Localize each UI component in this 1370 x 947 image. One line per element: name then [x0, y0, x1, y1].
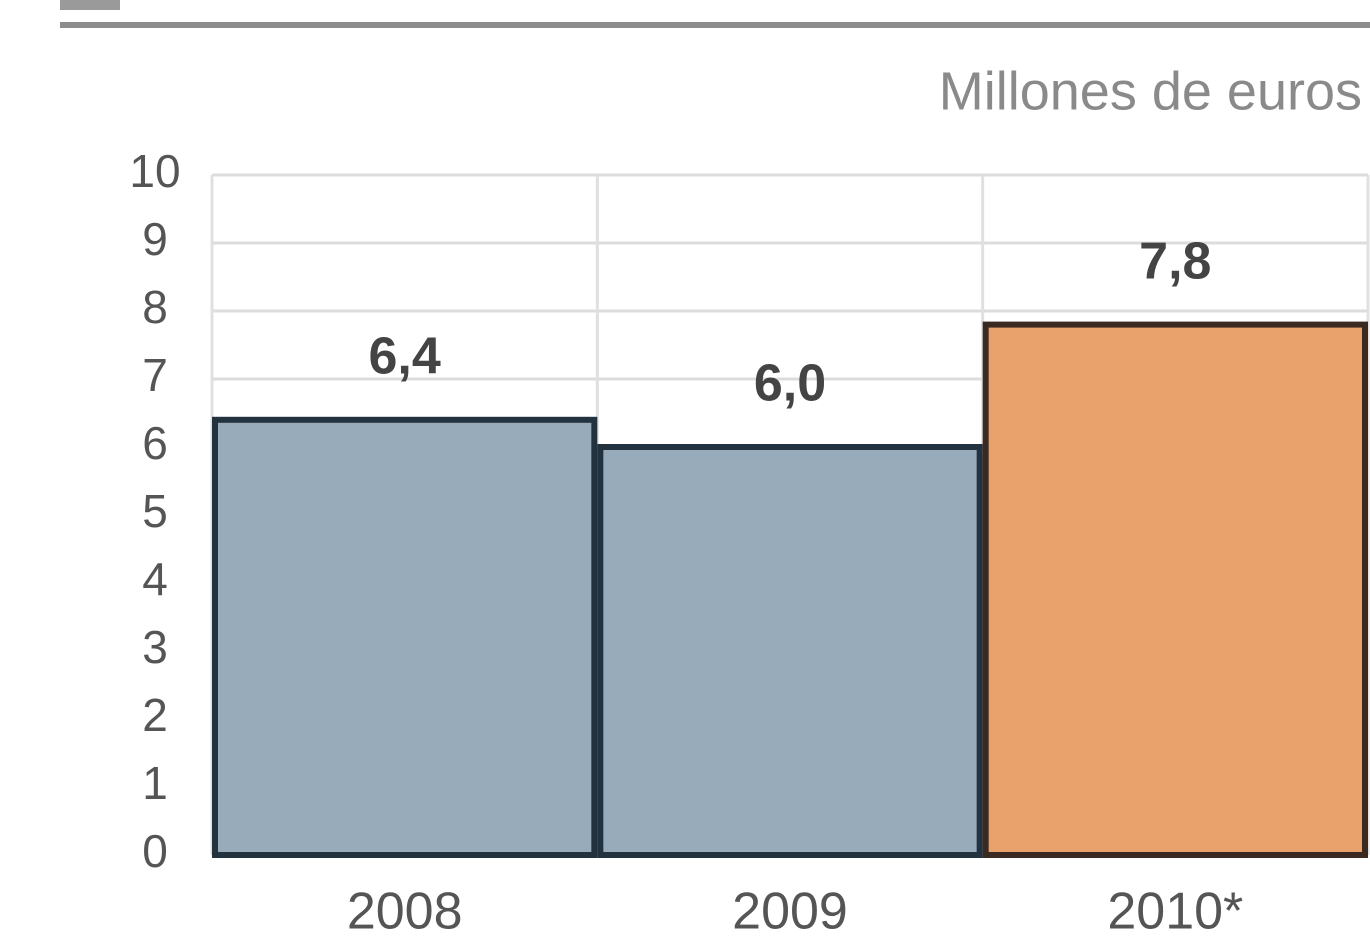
chart-subtitle: Millones de euros [939, 61, 1362, 121]
value-label: 7,8 [1139, 232, 1211, 290]
bar [212, 416, 598, 858]
value-label: 6,0 [754, 355, 826, 413]
y-tick-label: 10 [129, 145, 180, 197]
bar [597, 444, 983, 858]
y-tick-label: 9 [142, 213, 168, 265]
x-tick-label: 2010* [1107, 883, 1243, 941]
y-tick-label: 7 [142, 349, 168, 401]
y-tick-label: 2 [142, 689, 168, 741]
y-tick-label: 3 [142, 621, 168, 673]
y-tick-label: 1 [142, 757, 168, 809]
x-tick-label: 2008 [347, 883, 463, 941]
value-label: 6,4 [369, 328, 441, 386]
y-tick-label: 0 [142, 825, 168, 877]
y-tick-label: 5 [142, 485, 168, 537]
bar [982, 321, 1369, 859]
y-tick-label: 6 [142, 417, 168, 469]
header-icon [60, 0, 120, 10]
x-tick-label: 2009 [732, 883, 848, 941]
y-tick-label: 4 [142, 553, 168, 605]
y-tick-label: 8 [142, 281, 168, 333]
